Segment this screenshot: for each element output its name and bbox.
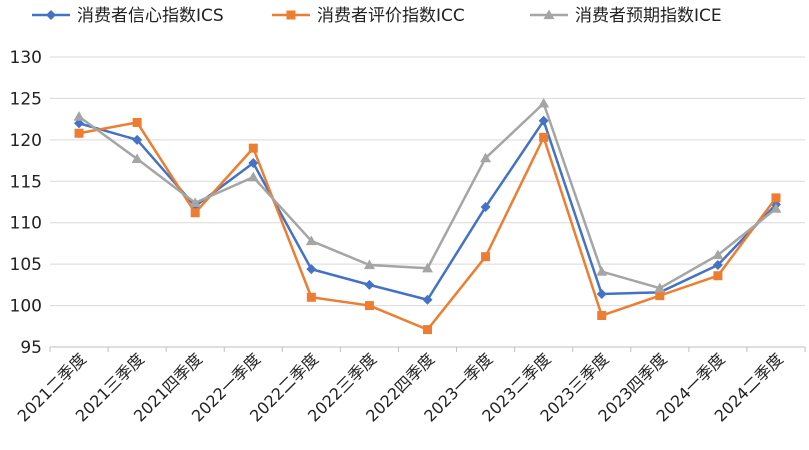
- data-point: [423, 325, 432, 335]
- y-tick-label-105: 105: [10, 255, 42, 275]
- data-point: [131, 153, 143, 164]
- data-point: [712, 249, 724, 260]
- data-point: [306, 292, 316, 302]
- data-point: [189, 197, 201, 207]
- y-axis: 95 100 105 110 115 120 125 130: [10, 48, 42, 358]
- legend-label-3: 消费者预期指数ICE: [575, 6, 722, 26]
- data-point: [132, 134, 143, 145]
- y-tick-label-120: 120: [10, 131, 42, 151]
- data-point: [364, 301, 374, 311]
- y-tick-label-100: 100: [10, 297, 42, 317]
- data-point: [364, 279, 375, 290]
- legend: 消费者信心指数ICS 消费者评价指数ICC 消费者预期指数ICE: [32, 6, 722, 26]
- data-point: [422, 262, 433, 273]
- data-point: [596, 288, 607, 299]
- y-tick-label-115: 115: [10, 172, 42, 192]
- series-line-1: [78, 119, 777, 302]
- series-group: [73, 97, 782, 335]
- series-2: [74, 117, 781, 335]
- legend-marker-2: [286, 10, 296, 20]
- data-point: [73, 111, 85, 121]
- data-point: [713, 271, 723, 281]
- data-point: [422, 294, 433, 305]
- data-point: [132, 117, 142, 127]
- data-point: [363, 259, 375, 270]
- legend-item-2: 消费者评价指数ICC: [272, 6, 465, 26]
- data-point: [480, 152, 492, 163]
- data-point: [539, 132, 549, 142]
- data-point: [190, 208, 200, 218]
- x-axis: 2021二季度2021三季度2021四季度2022一季度2022二季度2022三…: [14, 346, 806, 426]
- data-point: [538, 115, 549, 126]
- data-point: [538, 97, 550, 108]
- data-point: [248, 158, 259, 169]
- data-point: [771, 193, 781, 203]
- y-tick-label-130: 130: [10, 48, 42, 68]
- data-point: [481, 252, 491, 262]
- series-3: [73, 97, 782, 293]
- y-tick-label-125: 125: [10, 89, 42, 109]
- data-point: [480, 201, 491, 212]
- data-point: [247, 171, 259, 182]
- y-tick-label-95: 95: [20, 338, 42, 358]
- data-point: [655, 291, 665, 301]
- data-point: [712, 259, 723, 270]
- data-point: [74, 118, 85, 129]
- data-point: [596, 266, 608, 276]
- data-point: [74, 128, 84, 138]
- series-1: [74, 115, 781, 305]
- y-tick-label-110: 110: [10, 214, 42, 234]
- data-point: [306, 264, 317, 275]
- data-point: [654, 282, 666, 293]
- data-point: [770, 203, 782, 213]
- legend-item-1: 消费者信心指数ICS: [32, 6, 224, 26]
- data-point: [248, 143, 258, 153]
- legend-label-2: 消费者评价指数ICC: [317, 6, 465, 26]
- data-point: [597, 311, 607, 321]
- legend-item-3: 消费者预期指数ICE: [530, 6, 722, 26]
- data-point: [305, 235, 317, 246]
- legend-label-1: 消费者信心指数ICS: [77, 6, 224, 26]
- legend-marker-1: [46, 10, 56, 20]
- legend-marker-3: [543, 9, 555, 20]
